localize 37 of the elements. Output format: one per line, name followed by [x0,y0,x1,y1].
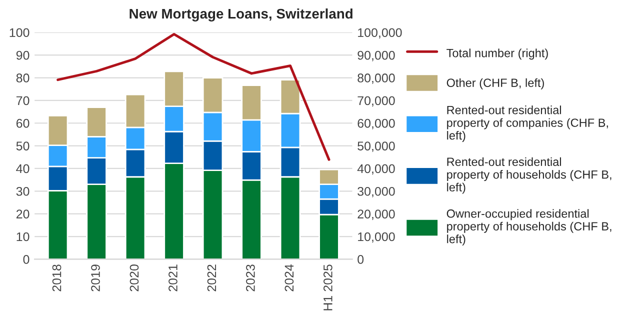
y2-tick-label: 70,000 [358,96,395,107]
y-tick-label: 30 [16,186,30,196]
legend-label: Other (CHF B, left) [446,78,544,90]
y-tick-label: 40 [16,164,30,174]
y2-tick-label: 0 [358,255,364,264]
x-tick-label: 2021 [168,264,178,292]
x-tick-label: 2018 [52,264,62,292]
y2-tick-label: 100,000 [358,28,402,39]
y2-tick-label: 20,000 [358,210,395,220]
x-tick-label: 2019 [91,264,100,292]
y2-tick-label: 30,000 [358,186,395,198]
chart-title: New Mortgage Loans, Switzerland [130,8,352,22]
legend-label: Rented-out residential property of companies (CHF B, left) [447,106,608,142]
x-tick-label: 2020 [130,264,139,292]
y-tick-label: 80 [16,74,30,82]
legend-label: Rented-out residential property of households (CHF B, left) [447,157,612,194]
x-tick-label: 2022 [207,264,216,292]
legend-label: Owner-occupied residential property of households (CHF B, left) [446,209,612,246]
y2-tick-label: 10,000 [358,232,395,243]
y-tick-label: 0 [23,255,30,264]
y-tick-label: 100 [10,28,30,38]
x-tick-label: H1 2025 [324,264,332,310]
y2-tick-label: 50,000 [358,142,395,152]
y-tick-label: 50 [16,142,30,150]
y-tick-label: 20 [16,210,30,218]
y-tick-label: 90 [16,50,30,60]
y-tick-label: 10 [16,232,30,242]
x-tick-label: 2024 [284,264,294,292]
y2-tick-label: 40,000 [357,164,395,175]
y2-tick-label: 90,000 [358,50,395,62]
y-tick-label: 60 [16,118,30,128]
y-tick-label: 70 [16,96,30,106]
x-tick-label: 2023 [246,264,255,292]
legend-label: Total number (right) [446,48,548,60]
y2-tick-label: 80,000 [358,74,395,84]
line-series [56,32,330,161]
y2-tick-label: 60,000 [358,118,395,130]
